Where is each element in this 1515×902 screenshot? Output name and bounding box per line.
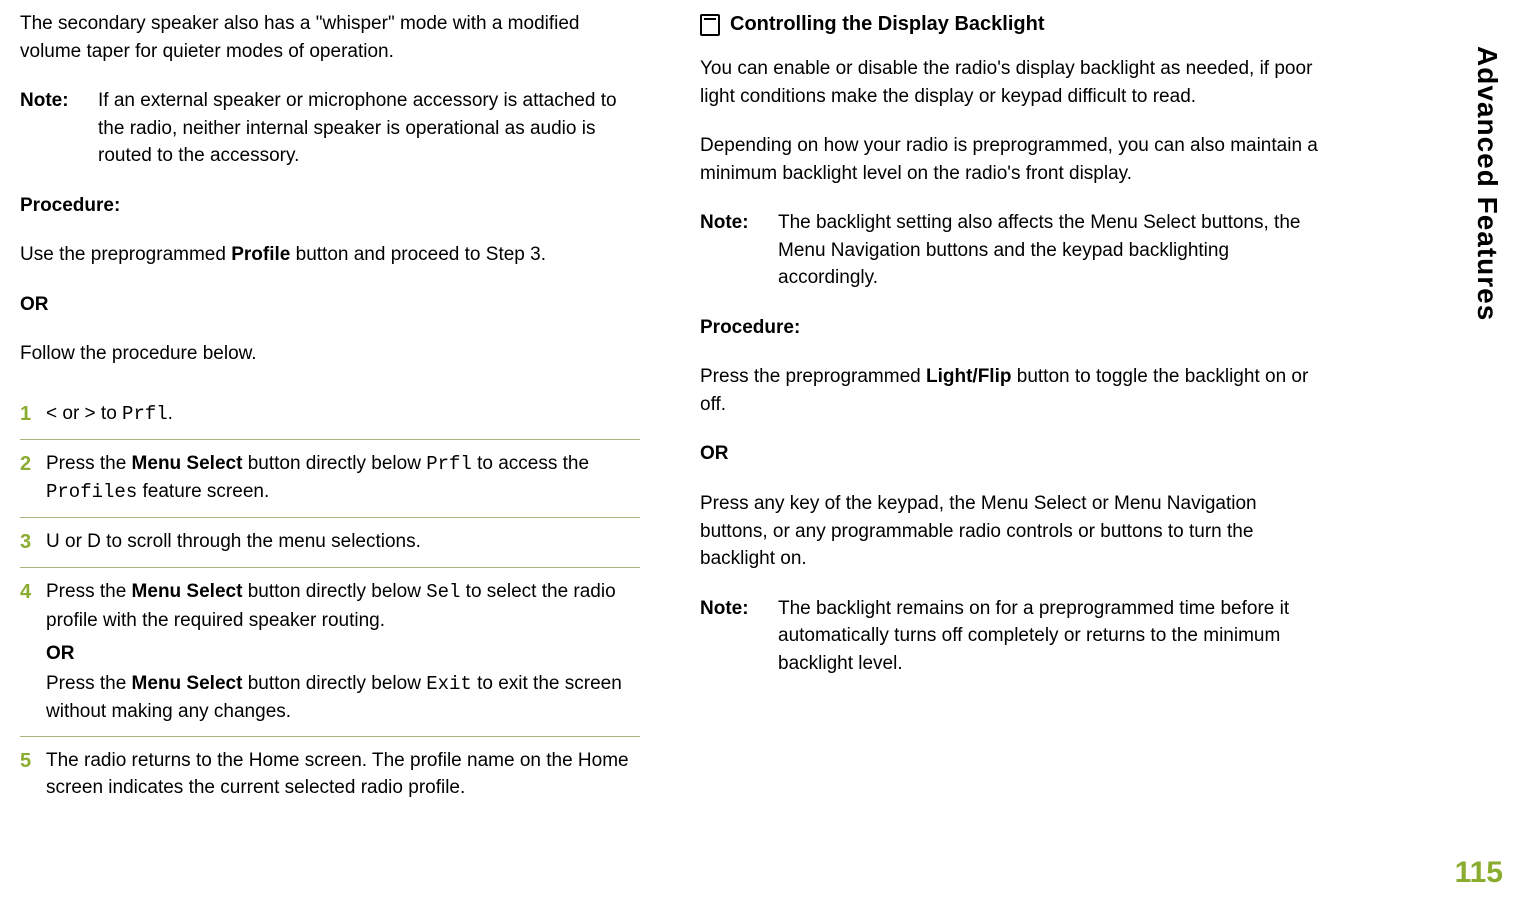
step-body: < or > to Prfl. — [46, 400, 640, 429]
step-body: U or D to scroll through the menu select… — [46, 528, 640, 556]
step-1: 1 < or > to Prfl. — [20, 390, 640, 439]
page: The secondary speaker also has a "whispe… — [0, 0, 1515, 902]
button-name: Menu Select — [132, 581, 243, 602]
two-column-layout: The secondary speaker also has a "whispe… — [20, 0, 1455, 812]
button-name: Light/Flip — [926, 366, 1011, 387]
text: < or > to — [46, 403, 122, 424]
menu-code: Exit — [426, 673, 472, 695]
menu-code: Sel — [426, 581, 460, 603]
text: . — [168, 403, 173, 424]
or-separator: OR — [700, 440, 1320, 468]
note-label: Note: — [20, 87, 98, 170]
text: Press the — [46, 453, 132, 474]
paragraph: Depending on how your radio is preprogra… — [700, 132, 1320, 187]
side-tab-label: Advanced Features — [1471, 46, 1503, 321]
text: button directly below — [242, 581, 426, 602]
text: feature screen. — [137, 481, 269, 502]
note-block: Note: The backlight setting also affects… — [700, 209, 1320, 292]
text: button directly below — [242, 453, 426, 474]
intro-paragraph: The secondary speaker also has a "whispe… — [20, 10, 640, 65]
text: Press the — [46, 673, 132, 694]
procedure-line-1: Use the preprogrammed Profile button and… — [20, 241, 640, 269]
section-title: Controlling the Display Backlight — [730, 10, 1044, 39]
text: button and proceed to Step 3. — [290, 244, 546, 265]
button-name: Menu Select — [132, 453, 243, 474]
step-5: 5 The radio returns to the Home screen. … — [20, 736, 640, 812]
or-separator: OR — [46, 640, 640, 668]
step-number: 3 — [20, 528, 46, 557]
procedure-line: Press the preprogrammed Light/Flip butto… — [700, 363, 1320, 418]
section-heading: Controlling the Display Backlight — [700, 10, 1320, 39]
text: Press the preprogrammed — [700, 366, 926, 387]
text: Use the preprogrammed — [20, 244, 231, 265]
step-3: 3 U or D to scroll through the menu sele… — [20, 517, 640, 567]
screen-name: Profiles — [46, 481, 137, 503]
procedure-line-2: Follow the procedure below. — [20, 340, 640, 368]
step-body: Press the Menu Select button directly be… — [46, 578, 640, 726]
page-number: 115 — [1455, 856, 1503, 890]
step-4: 4 Press the Menu Select button directly … — [20, 567, 640, 736]
procedure-line: Press any key of the keypad, the Menu Se… — [700, 490, 1320, 573]
note-body: If an external speaker or microphone acc… — [98, 87, 640, 170]
note-label: Note: — [700, 209, 778, 292]
note-block: Note: The backlight remains on for a pre… — [700, 595, 1320, 678]
button-name: Menu Select — [132, 673, 243, 694]
note-label: Note: — [700, 595, 778, 678]
left-column: The secondary speaker also has a "whispe… — [20, 10, 640, 812]
note-block: Note: If an external speaker or micropho… — [20, 87, 640, 170]
step-number: 4 — [20, 578, 46, 607]
menu-code: Prfl — [122, 403, 168, 425]
step-number: 5 — [20, 747, 46, 776]
text: Press the — [46, 581, 132, 602]
procedure-label: Procedure: — [700, 314, 1320, 342]
profile-button-name: Profile — [231, 244, 290, 265]
step-number: 2 — [20, 450, 46, 479]
step-body: The radio returns to the Home screen. Th… — [46, 747, 640, 802]
paragraph: You can enable or disable the radio's di… — [700, 55, 1320, 110]
procedure-label: Procedure: — [20, 192, 640, 220]
right-column: Controlling the Display Backlight You ca… — [700, 10, 1320, 812]
steps-list: 1 < or > to Prfl. 2 Press the Menu Selec… — [20, 390, 640, 812]
page-icon — [700, 14, 720, 36]
note-body: The backlight setting also affects the M… — [778, 209, 1320, 292]
or-separator: OR — [20, 291, 640, 319]
text: to access the — [472, 453, 589, 474]
step-2: 2 Press the Menu Select button directly … — [20, 439, 640, 517]
text: button directly below — [242, 673, 426, 694]
step-number: 1 — [20, 400, 46, 429]
step-body: Press the Menu Select button directly be… — [46, 450, 640, 507]
note-body: The backlight remains on for a preprogra… — [778, 595, 1320, 678]
menu-code: Prfl — [426, 453, 472, 475]
